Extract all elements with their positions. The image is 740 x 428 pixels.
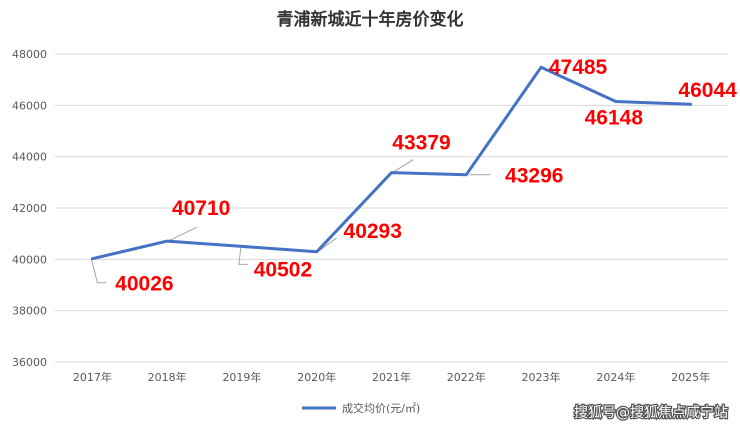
gridlines	[55, 53, 728, 363]
y-tick-label: 42000	[12, 202, 47, 215]
x-tick-label: 2019年	[222, 370, 261, 384]
x-tick-label: 2020年	[297, 370, 336, 384]
watermark-text: 搜狐号@搜狐焦点咸宁站	[574, 404, 728, 421]
legend-label: 成交均价(元/㎡)	[342, 401, 420, 415]
x-tick-label: 2018年	[148, 370, 187, 384]
series-line	[90, 65, 693, 261]
x-tick-label: 2023年	[522, 370, 561, 384]
series-group	[90, 65, 693, 261]
y-tick-label: 48000	[12, 48, 47, 61]
y-tick-label: 40000	[12, 253, 47, 266]
data-label: 43296	[505, 165, 563, 188]
y-tick-label: 44000	[12, 151, 47, 164]
leader-line	[90, 258, 107, 284]
x-tick-label: 2022年	[447, 370, 486, 384]
data-label: 40026	[115, 273, 173, 296]
x-tick-label: 2021年	[372, 370, 411, 384]
chart-title: 青浦新城近十年房价变化	[277, 9, 464, 30]
x-tick-label: 2024年	[596, 370, 635, 384]
x-axis-ticks: 2017年 2018年 2019年 2020年 2021年 2022年 2023年 2024年…	[73, 370, 710, 384]
data-label: 40710	[172, 197, 230, 220]
y-tick-label: 38000	[12, 305, 47, 318]
data-label: 43379	[392, 132, 450, 155]
data-labels: 40026 40710 40502 40293 43379 43296 47485 46148…	[115, 56, 737, 295]
y-axis-ticks: 36000 38000 40000 42000 44000 46000 48000	[12, 48, 47, 369]
y-tick-label: 36000	[12, 356, 47, 369]
data-label: 46044	[678, 79, 737, 102]
data-label: 40293	[344, 220, 402, 243]
data-label: 47485	[549, 56, 608, 79]
leader-line	[392, 159, 414, 174]
legend: 成交均价(元/㎡)	[302, 401, 420, 415]
leader-line	[238, 246, 248, 265]
x-tick-label: 2025年	[671, 370, 710, 384]
y-tick-label: 46000	[12, 99, 47, 112]
x-tick-label: 2017年	[73, 370, 112, 384]
data-label: 40502	[254, 258, 312, 281]
leader-line	[167, 226, 198, 242]
data-label: 46148	[585, 107, 644, 130]
